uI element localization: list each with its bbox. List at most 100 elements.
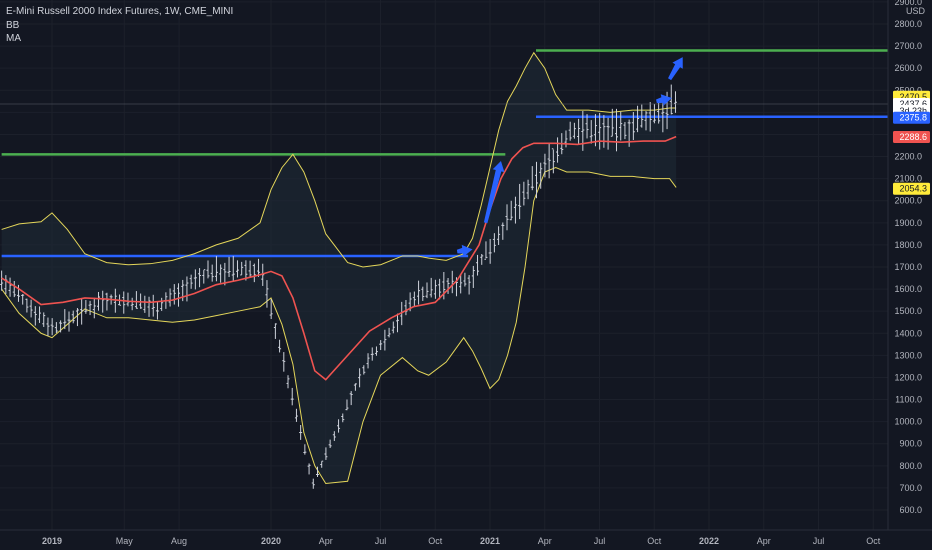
bollinger-fill [1,52,677,484]
price-bar [425,282,429,299]
price-bar [480,253,484,265]
price-bar [147,296,151,317]
price-bar [673,91,677,113]
price-bar [257,258,261,277]
horizontal-levels[interactable] [1,49,922,258]
price-bar [235,260,239,278]
price-bar [286,375,290,389]
bollinger-lower-line [1,167,677,485]
price-bar [240,261,244,276]
price-bar [75,308,79,327]
price-tick-label: 1200.0 [894,372,922,382]
price-bar [248,260,252,277]
price-bar [25,298,29,313]
indicator-bb-label[interactable]: BB [6,19,20,31]
price-bar [522,181,526,206]
price-bar [417,280,421,305]
price-bar [278,339,282,353]
price-bar [509,200,513,221]
time-tick-label: Oct [428,536,443,546]
time-tick-label: 2019 [42,536,62,546]
price-bar [177,283,181,307]
price-tick-label: 700.0 [899,483,922,493]
price-bar [374,346,378,356]
price-tick-label: 2000.0 [894,196,922,206]
price-tag: 2054.3 [893,182,930,195]
time-tick-label: Jul [594,536,606,546]
chart-legend: E-Mini Russell 2000 Index Futures, 1W, C… [6,5,233,46]
price-bar [345,399,349,411]
trend-arrow [483,160,505,224]
price-bar [379,340,383,351]
price-bar [497,226,501,245]
price-bar [543,153,547,178]
trend-arrows[interactable] [456,54,688,257]
time-axis[interactable]: 2019 May Aug 2020 Apr Jul Oct 2021 Apr Jul Oct 2022… [0,529,932,550]
price-tick-label: 1700.0 [894,262,922,272]
price-bar [539,162,543,189]
trend-arrow [656,94,672,106]
indicator-ma-label[interactable]: MA [6,33,21,44]
time-tick-label: Oct [866,536,881,546]
price-bar [227,256,231,278]
price-bar [484,241,488,260]
price-bar [492,233,496,253]
price-bar [337,419,341,433]
price-tick-label: 1400.0 [894,328,922,338]
price-bar [214,255,218,282]
price-bar [311,478,315,489]
trend-arrow [668,57,683,81]
price-bar [534,161,538,199]
price-tag-label: 3d 23h [899,106,927,116]
price-bar [623,122,627,140]
price-bar [160,297,164,311]
price-bar [105,292,109,311]
symbol-title[interactable]: E-Mini Russell 2000 Index Futures, 1W, C… [6,6,234,17]
price-bar [610,108,614,137]
price-bar [252,263,256,283]
price-bar [290,387,294,406]
price-bar [652,104,656,124]
price-axis[interactable]: 2900.02800.02700.02600.02500.02400.02300… [887,0,932,530]
price-bar [644,111,648,131]
price-bar [631,111,635,141]
price-bar [324,447,328,460]
price-bar [0,270,4,291]
price-tick-label: 1000.0 [894,417,922,427]
time-tick-label: 2020 [261,536,281,546]
price-bar [421,286,425,301]
price-bar [202,269,206,284]
price-bar [38,306,42,323]
price-bar [21,294,25,305]
bollinger-bands [1,51,677,485]
price-tag: 2288.6 [893,130,930,143]
price-bar [219,264,223,283]
price-bar [488,238,492,264]
price-bar [59,320,63,333]
price-bar [261,263,265,286]
price-bar [198,268,202,288]
price-bar [16,284,20,302]
price-tick-label: 1900.0 [894,218,922,228]
price-bar [513,196,517,224]
price-bar [471,265,475,288]
price-bar [328,439,332,449]
price-bar [244,260,248,281]
price-bar [547,143,551,179]
price-bar [412,291,416,307]
trend-arrow [456,244,473,257]
time-tick-label: Apr [757,536,771,546]
arrow-shape [656,94,672,106]
price-bar [353,383,357,391]
price-bar [168,288,172,307]
price-bar [172,284,176,305]
price-bar [42,312,46,327]
price-tag-box [893,182,930,195]
price-bar [383,329,387,351]
price-bar [501,222,505,240]
price-bar [46,317,50,336]
price-bar [602,115,606,148]
price-bar [185,276,189,302]
price-bar [661,100,665,133]
